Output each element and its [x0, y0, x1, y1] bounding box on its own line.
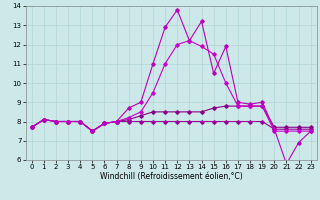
- X-axis label: Windchill (Refroidissement éolien,°C): Windchill (Refroidissement éolien,°C): [100, 172, 243, 181]
